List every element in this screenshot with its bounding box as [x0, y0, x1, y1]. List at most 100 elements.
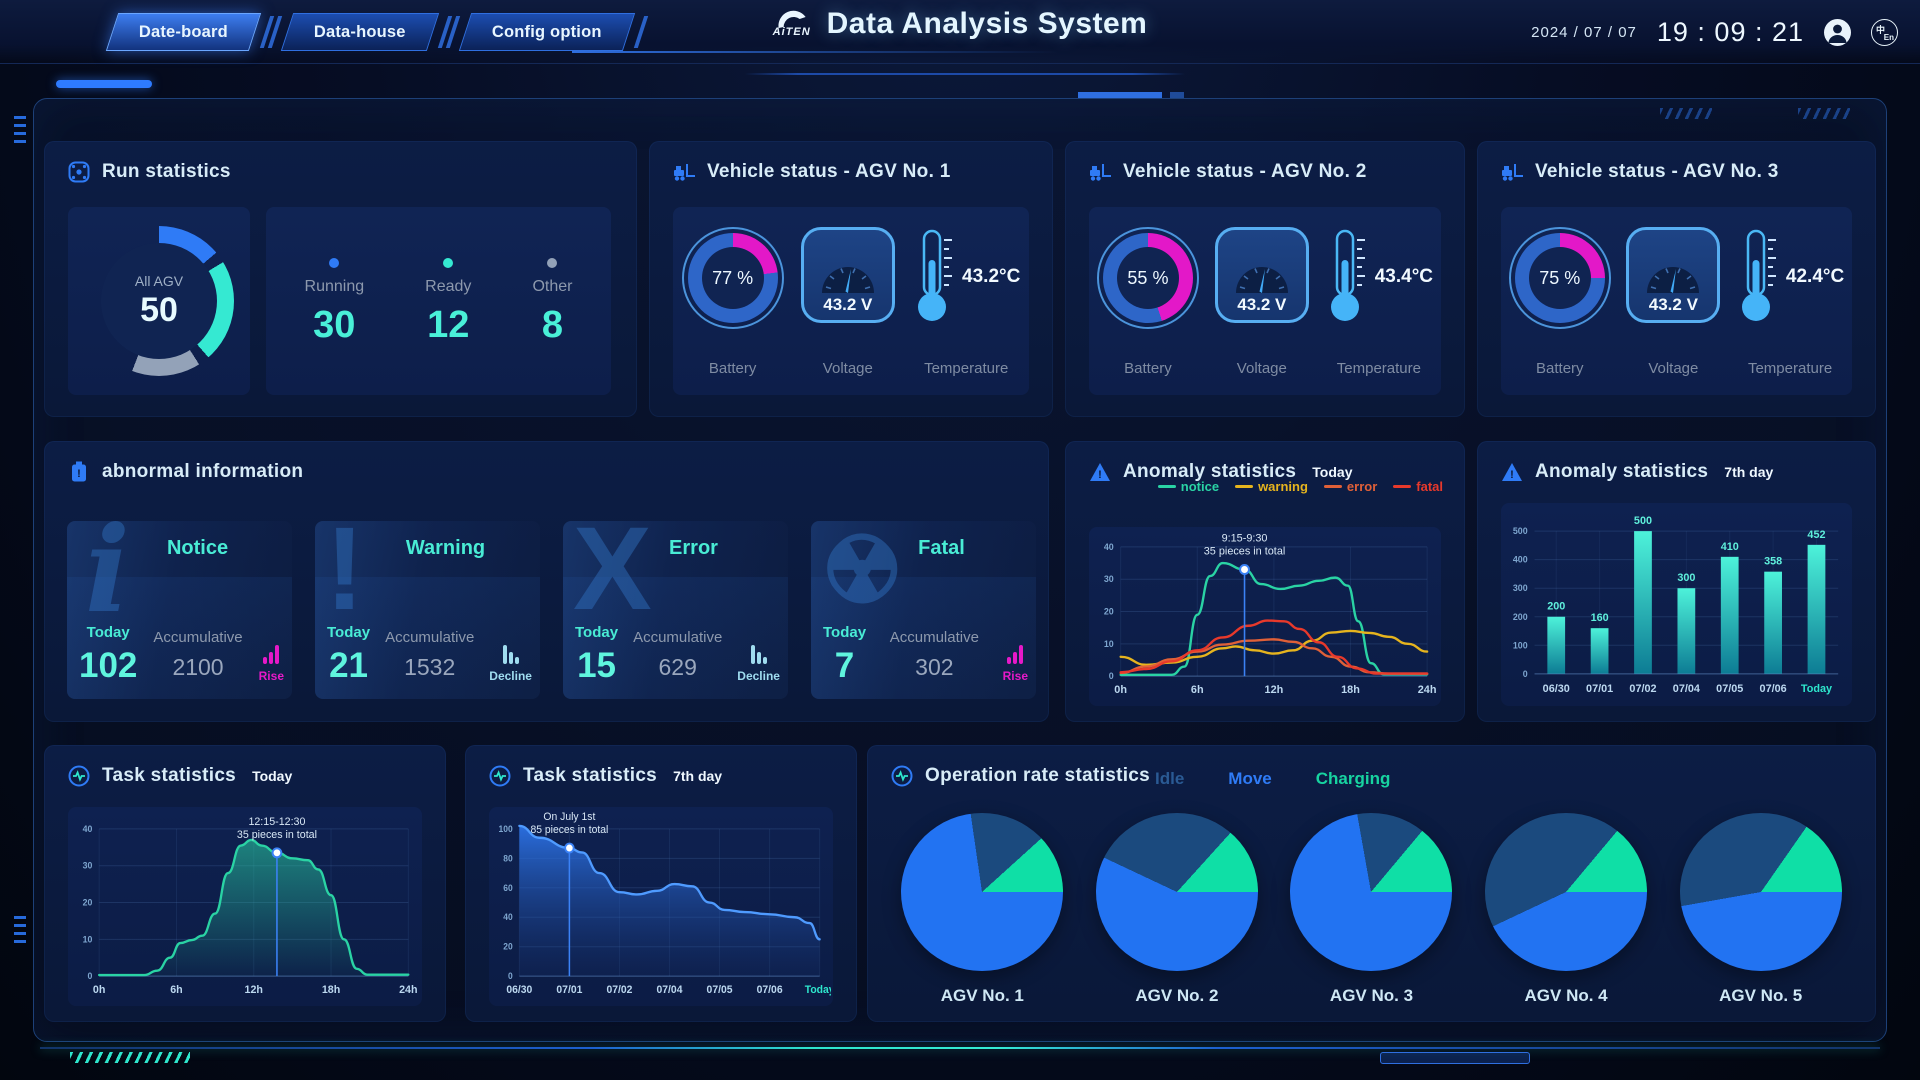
pie-label: AGV No. 3 [1329, 986, 1414, 1005]
svg-text:Today: Today [1801, 683, 1833, 695]
legend-item-charging[interactable]: Charging [1315, 769, 1391, 788]
accumulative-value: 629 [658, 654, 697, 681]
voltage-value: 43.2 V [1648, 295, 1698, 314]
pie-agv-5: AGV No. 5 [1679, 813, 1842, 1006]
abnormal-card-notice[interactable]: i Notice Today 102 Accumulative 2100 Ris… [67, 521, 292, 699]
tab-label: Data-house [314, 22, 406, 41]
task-today-chart: 0 10 20 30 40 0h 6h 12h 18h 24h 12:15-12:30 35 piec… [68, 807, 422, 1006]
run-statistics-panel: Run statistics All AGV 50 Running 30 [44, 141, 637, 417]
abnormal-glyph-icon: X [573, 521, 652, 635]
panel-title: Operation rate statistics [925, 765, 1151, 786]
legend-line-icon [1323, 485, 1342, 488]
header-trim-line [572, 51, 1112, 53]
panel-header: ! Anomaly statistics Today [1065, 441, 1465, 483]
voltage-column: 43.2 V Voltage [1626, 227, 1721, 377]
abnormal-cards: i Notice Today 102 Accumulative 2100 Ris… [67, 521, 1036, 699]
temperature-gauge: 43.4°C [1325, 227, 1433, 327]
today-stat: Today 7 [823, 624, 866, 683]
svg-text:24h: 24h [399, 984, 417, 996]
pie-label: AGV No. 5 [1719, 986, 1803, 1005]
tab-label: Config option [491, 22, 602, 41]
legend-item-fatal[interactable]: fatal [1393, 479, 1443, 494]
abnormal-card-warning[interactable]: ! Warning Today 21 Accumulative 1532 Dec… [315, 521, 540, 699]
panel-title: abnormal information [102, 461, 304, 482]
pie-label: AGV No. 2 [1135, 986, 1219, 1005]
decor-bar [1170, 92, 1184, 98]
today-label: Today [575, 624, 619, 641]
pie-agv-1: AGV No. 1 [901, 813, 1064, 1006]
panel-header: Operation rate statistics [867, 745, 1876, 787]
panel-header: Run statistics [44, 141, 637, 183]
voltage-gauge: 43.2 V [800, 227, 895, 323]
accumulative-label: Accumulative [889, 629, 979, 647]
svg-text:35 pieces in total: 35 pieces in total [237, 829, 317, 841]
abnormal-glyph-icon: ! [325, 521, 365, 635]
mini-bars-icon [502, 644, 519, 664]
mini-bars-icon [263, 644, 280, 664]
vehicle-status-panel-1: Vehicle status - AGV No. 1 77 % Battery [649, 141, 1053, 417]
aiten-logo: AiTEN [773, 10, 811, 38]
tab-data-house[interactable]: Data-house [280, 13, 440, 51]
count-label: Ready [425, 278, 472, 295]
trend-indicator: Decline [489, 644, 532, 683]
svg-text:6h: 6h [170, 984, 182, 996]
vehicle-gauges-card: 55 % Battery 43.2 V Voltage [1089, 207, 1441, 395]
pie-label: AGV No. 1 [940, 986, 1024, 1005]
thermometer-icon [918, 229, 953, 321]
svg-text:40: 40 [83, 824, 93, 834]
svg-text:12:15-12:30: 12:15-12:30 [248, 816, 305, 828]
svg-text:0: 0 [87, 971, 92, 981]
abnormal-card-fatal[interactable]: ☢ Fatal Today 7 Accumulative 302 Rise [811, 521, 1036, 699]
header-notch-line [745, 73, 1185, 75]
svg-text:200: 200 [1547, 601, 1565, 613]
donut-label: All AGV [134, 272, 184, 289]
tab-date-board[interactable]: Date-board [105, 13, 262, 51]
svg-text:500: 500 [1513, 526, 1528, 536]
brand: AiTEN Data Analysis System [773, 7, 1148, 41]
panel-title: Anomaly statistics [1123, 461, 1297, 482]
legend-item-idle[interactable]: Idle [1155, 769, 1185, 788]
decor-hash [70, 1052, 190, 1063]
svg-text:06/30: 06/30 [506, 984, 532, 996]
user-icon[interactable] [1824, 18, 1851, 46]
trend-label: Decline [737, 669, 780, 683]
thermometer-icon [1330, 229, 1365, 321]
svg-text:07/04: 07/04 [657, 984, 683, 996]
svg-text:30: 30 [1104, 574, 1114, 584]
trend-label: Rise [258, 669, 284, 683]
temperature-value: 43.4°C [1374, 266, 1434, 287]
language-icon[interactable]: 中 En [1871, 18, 1898, 46]
battery-gauge: 55 % [1096, 227, 1199, 329]
today-stat: Today 15 [575, 624, 618, 683]
panel-header: ! Anomaly statistics 7th day [1477, 441, 1876, 483]
ready-dot-icon [443, 258, 454, 268]
abnormal-card-stats: Today 102 Accumulative 2100 Rise [79, 624, 284, 683]
tab-config-option[interactable]: Config option [458, 13, 635, 51]
svg-text:85 pieces in total: 85 pieces in total [530, 824, 608, 836]
alert-triangle-icon: ! [1089, 461, 1111, 483]
svg-text:452: 452 [1807, 529, 1825, 541]
pie-row: AGV No. 1 AGV No. 2 AGV No. 3 AGV No. 4 … [885, 813, 1858, 1006]
legend-item-move[interactable]: Move [1228, 769, 1272, 788]
operation-rate-panel: Operation rate statistics Idle Move Char… [867, 745, 1876, 1022]
svg-text:!: ! [1510, 469, 1514, 481]
count-label: Running [304, 278, 365, 295]
lang-zh: 中 [1876, 24, 1886, 35]
temperature-label: Temperature [1336, 360, 1421, 377]
battery-column: 77 % Battery [681, 227, 784, 377]
mini-bars-icon [1007, 644, 1024, 664]
header-right: 2024 / 07 / 07 19 : 09 : 21 中 En [1531, 0, 1898, 64]
pie-chart [1290, 813, 1453, 971]
atom-icon [68, 161, 90, 183]
legend-item-notice[interactable]: notice [1157, 479, 1219, 494]
abnormal-card-error[interactable]: X Error Today 15 Accumulative 629 Declin… [563, 521, 788, 699]
legend-item-error[interactable]: error [1323, 479, 1377, 494]
count-other: Other 8 [532, 258, 572, 344]
svg-text:100: 100 [1513, 640, 1528, 650]
svg-text:20: 20 [1104, 606, 1114, 616]
svg-text:12h: 12h [245, 984, 263, 996]
abnormal-card-stats: Today 7 Accumulative 302 Rise [823, 624, 1028, 683]
mini-bars-icon [750, 644, 767, 664]
accumulative-stat: Accumulative 1532 [385, 629, 474, 683]
legend-item-warning[interactable]: warning [1235, 479, 1308, 494]
